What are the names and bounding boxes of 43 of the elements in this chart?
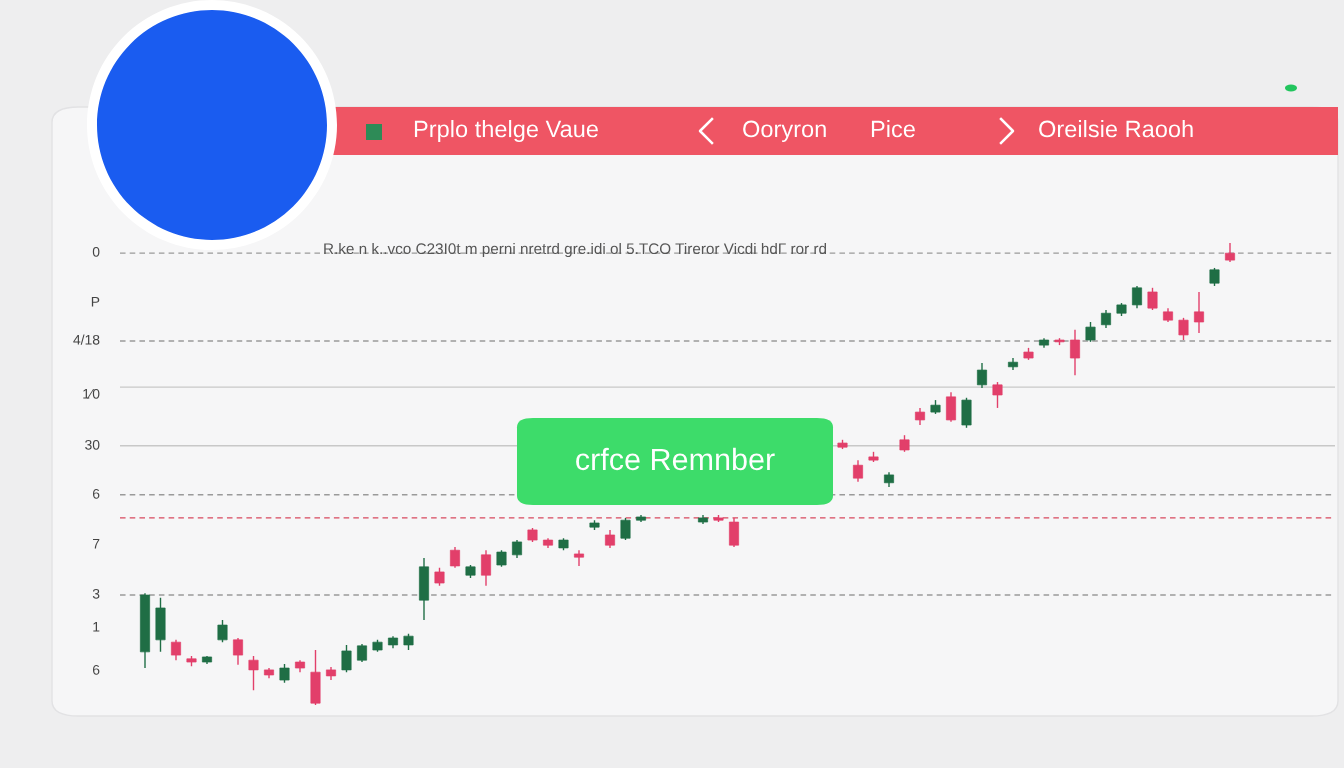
text: Oreilsie Raooh [1039, 120, 1193, 138]
candlestick [512, 539, 522, 559]
candlestick [1225, 242, 1235, 263]
candlestick [450, 546, 460, 569]
text: Ooryron [743, 120, 826, 142]
candlestick [1070, 329, 1080, 376]
text: Pice [871, 120, 915, 138]
candlestick [1147, 287, 1158, 311]
text: 6 [92, 664, 100, 675]
candlestick [574, 549, 584, 567]
candlestick [853, 459, 863, 483]
candlestick [171, 639, 181, 661]
candlestick [233, 637, 243, 666]
candlestick [279, 663, 290, 684]
candlestick [217, 619, 228, 643]
candlestick [1085, 321, 1096, 343]
text: 7 [92, 539, 100, 549]
candlestick [341, 644, 352, 673]
chart-title: Prplo thelge Vaue [414, 120, 598, 142]
candlestick [992, 381, 1003, 409]
text: 30 [85, 439, 100, 450]
text: 4/18 [73, 334, 100, 345]
candlestick [977, 362, 987, 389]
text: 1⁄0 [83, 388, 100, 399]
text: 1 [93, 622, 100, 632]
chart-subtitle: R.ke n k..vco C23I0t m perni nretrd gre.idi ol 5.TCO Tireror Vicdi hdΓ ror rd [324, 242, 827, 258]
candlestick [248, 655, 259, 691]
candlestick [357, 643, 367, 663]
candlestick [1132, 285, 1142, 309]
candlestick [1178, 317, 1189, 341]
candlestick [605, 529, 615, 549]
candlestick [1209, 267, 1220, 287]
text: 0 [92, 246, 100, 257]
text: 6 [92, 488, 100, 499]
annotation: crfce Remnber [576, 447, 775, 471]
candlestick [1101, 309, 1111, 329]
text: P [91, 297, 100, 307]
text: 3 [92, 588, 100, 599]
candlestick [1194, 291, 1204, 334]
candlestick [481, 549, 491, 587]
candlestick [620, 517, 631, 541]
candlestick [434, 567, 445, 587]
candlestick [946, 391, 956, 423]
